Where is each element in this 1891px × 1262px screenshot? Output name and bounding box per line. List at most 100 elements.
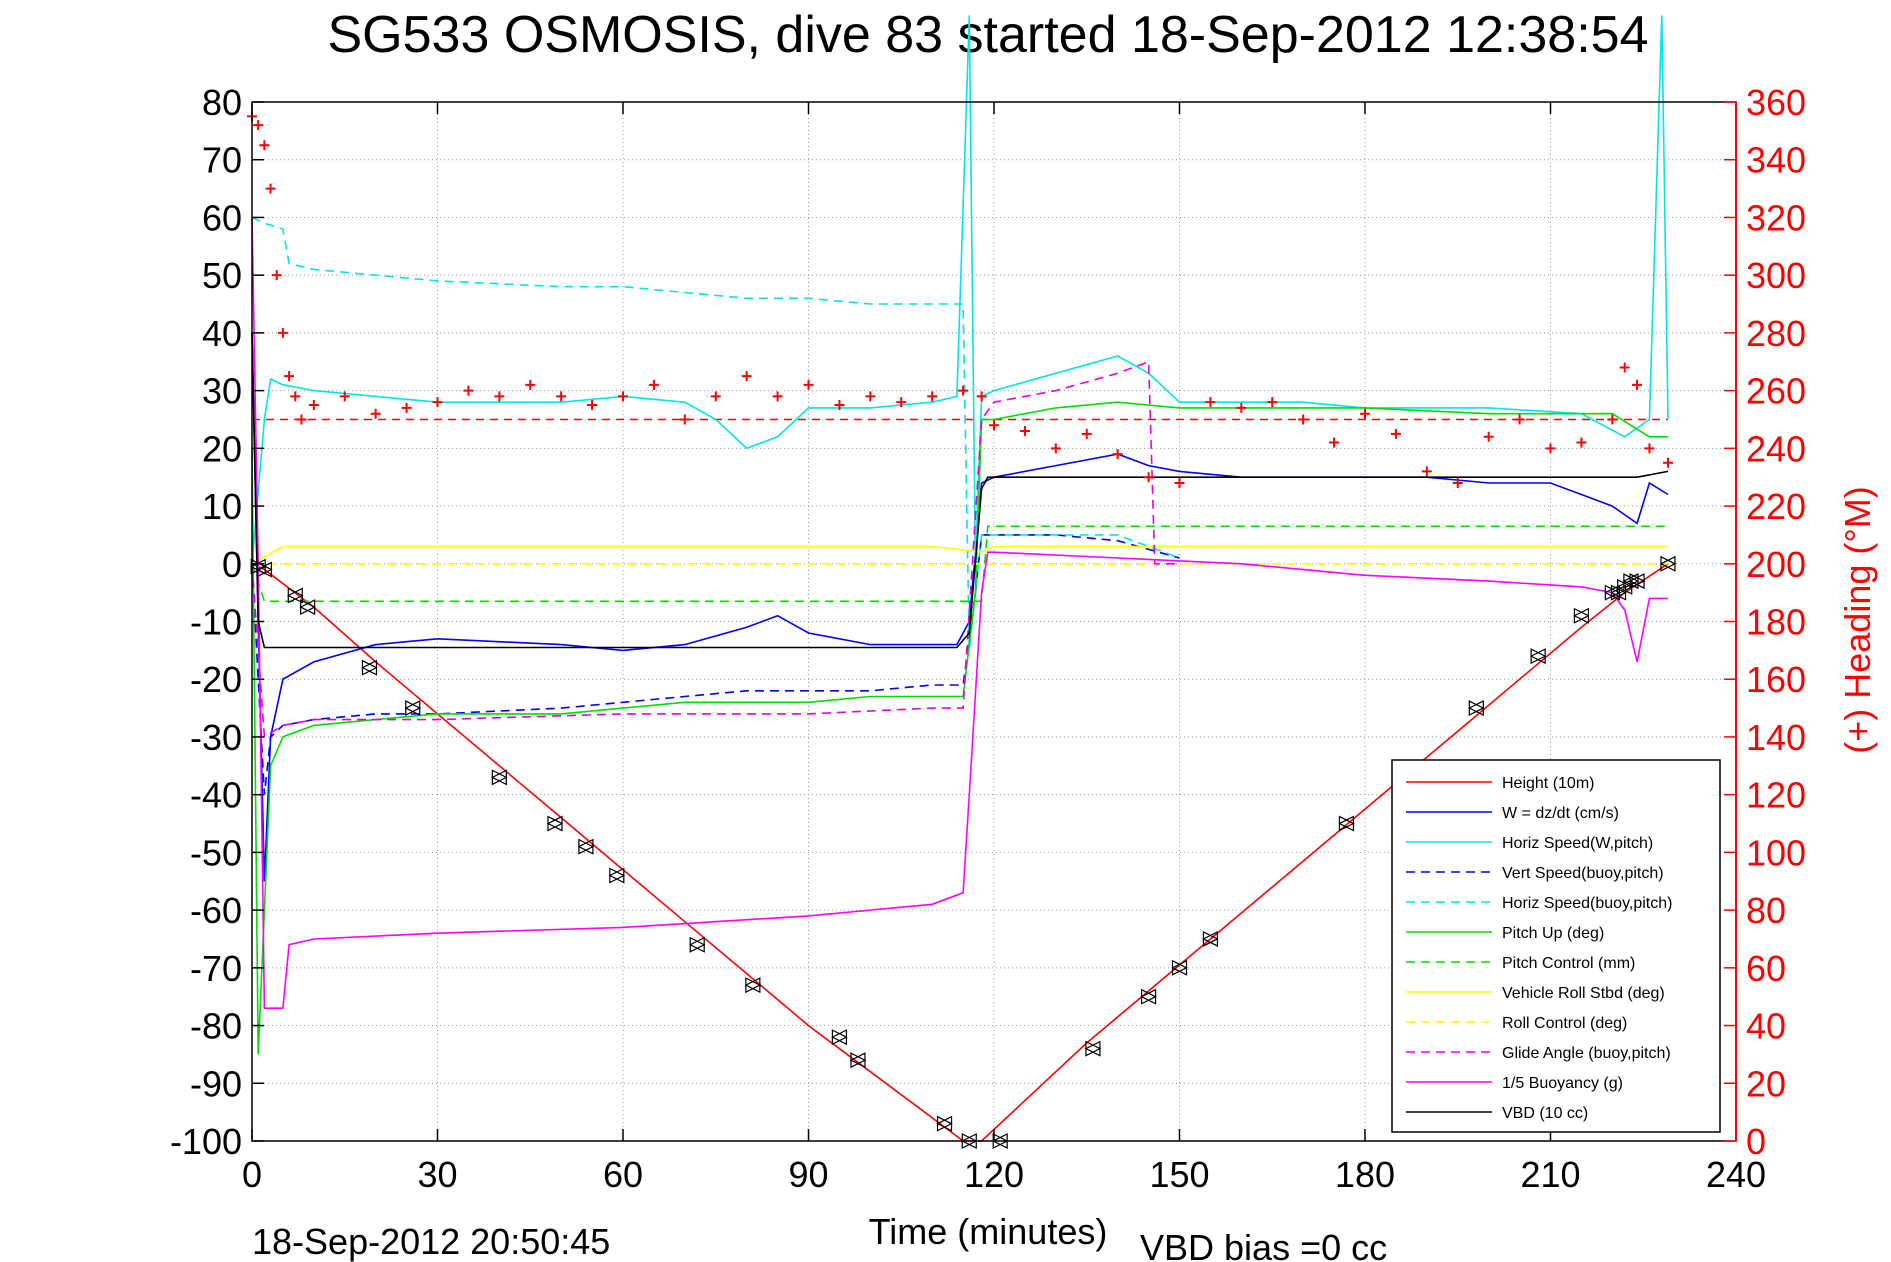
y2-tick-label: 80 [1746,890,1786,931]
height-marker-left [1628,573,1645,590]
y-tick-label: -80 [190,1006,242,1047]
heading-point [1390,428,1401,439]
heading-point [989,420,999,431]
y2-tick-label: 320 [1746,197,1806,238]
y2-tick-label: 60 [1746,948,1786,989]
height-marker-left [1084,1040,1101,1057]
heading-point [710,391,721,402]
series-heading [247,111,1673,488]
y2-tick-label: 200 [1746,544,1806,585]
y2-tick-label: 120 [1746,775,1806,816]
heading-point [803,379,814,390]
heading-point [1662,457,1673,468]
y-tick-label: -20 [190,659,242,700]
x-tick-label: 210 [1520,1154,1580,1195]
x-tick-label: 180 [1335,1154,1395,1195]
series-pitch-control-mm [251,525,1668,603]
y2-tick-label: 180 [1746,602,1806,643]
height-marker-left [1467,700,1484,717]
height-marker-left [1573,607,1590,624]
heading-point [1143,472,1154,483]
y2-tick-label: 0 [1746,1121,1766,1162]
legend-item: Pitch Up (deg) [1406,925,1604,942]
heading-point [259,140,270,151]
y2-tick-label: 280 [1746,313,1806,354]
heading-point [1267,397,1278,408]
height-sample-markers [249,555,1677,1149]
footer-timestamp: 18-Sep-2012 20:50:45 [252,1221,610,1262]
heading-point [296,414,307,425]
y2-axis-ticks: 3603403203002802602402202001801601401201… [1724,82,1806,1162]
x-tick-label: 60 [603,1154,643,1195]
heading-point [1236,402,1247,413]
x-tick-label: 30 [417,1154,457,1195]
y-tick-label: -100 [170,1121,242,1162]
heading-point [1174,477,1185,488]
series-layer [247,15,1673,1142]
y2-axis-label: (+) Heading (°M) [1837,486,1878,753]
heading-point [494,391,505,402]
x-tick-label: 150 [1149,1154,1209,1195]
heading-point [648,379,659,390]
legend-label: Vert Speed(buoy,pitch) [1502,865,1664,882]
heading-point [339,391,350,402]
height-marker-left [936,1115,953,1132]
y-tick-label: -10 [190,602,242,643]
legend-label: Horiz Speed(W,pitch) [1502,835,1653,852]
height-marker-left [744,977,761,994]
heading-point [401,402,412,413]
heading-point [834,400,845,411]
legend-label: Roll Control (deg) [1502,1015,1627,1032]
heading-point [1360,408,1370,419]
y-tick-label: -40 [190,775,242,816]
y-tick-label: -90 [190,1063,242,1104]
height-marker-left [1171,959,1188,976]
series-vehicle-roll-stbd-deg [251,545,1668,565]
heading-point [1205,397,1216,408]
legend-item: Horiz Speed(buoy,pitch) [1406,895,1672,912]
legend-item: VBD (10 cc) [1406,1105,1588,1122]
y2-tick-label: 160 [1746,659,1806,700]
heading-point [1452,477,1463,488]
heading-point [370,408,381,419]
height-marker-left [546,815,563,832]
heading-point [265,183,276,194]
height-marker-left [1202,931,1219,947]
height-marker-left [490,769,507,786]
heading-point [1632,379,1643,390]
x-tick-label: 90 [788,1154,828,1195]
x-tick-label: 120 [964,1154,1024,1195]
height-marker-left [1622,573,1639,590]
heading-point [865,391,876,402]
y-tick-label: 50 [202,255,242,296]
height-marker-left [286,587,303,604]
legend-label: Horiz Speed(buoy,pitch) [1502,895,1672,912]
y-axis-ticks: 80 70 60 50 40 30 20 10 0 -10 -20 -30 -40 -50 -60 -70 -8… [170,82,264,1162]
legend-item: Glide Angle (buoy,pitch) [1406,1045,1671,1062]
height-marker-left [608,867,625,884]
y2-tick-label: 260 [1746,371,1806,412]
height-marker-left [849,1052,866,1069]
heading-point [463,385,474,396]
y-tick-label: -30 [190,717,242,758]
legend-label: VBD (10 cc) [1502,1105,1588,1122]
heading-point [253,120,264,131]
heading-point [976,391,987,402]
series-horiz-speed-buoy-pitch [251,216,1180,651]
heading-point [1421,466,1432,477]
legend-label: Height (10m) [1502,775,1594,792]
legend-label: W = dz/dt (cm/s) [1502,805,1619,822]
height-marker-left [1529,648,1546,665]
y2-tick-label: 340 [1746,140,1806,181]
y-tick-label: -70 [190,948,242,989]
y-tick-label: 70 [202,140,242,181]
x-tick-label: 0 [242,1154,262,1195]
heading-point [958,385,969,396]
x-tick-label: 240 [1706,1154,1766,1195]
height-marker-left [1140,988,1157,1005]
height-marker-left [688,936,705,953]
y-tick-label: 40 [202,313,242,354]
heading-point [1514,414,1525,425]
heading-point [1081,428,1092,439]
